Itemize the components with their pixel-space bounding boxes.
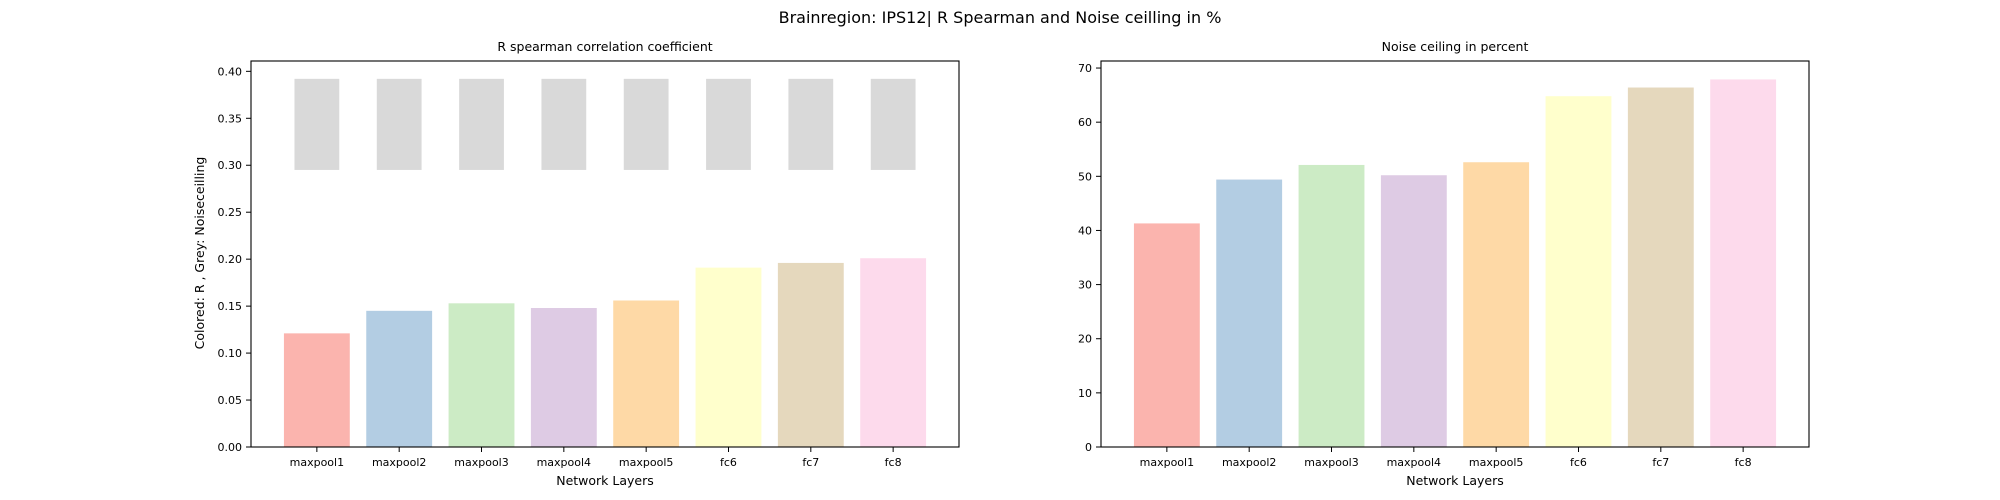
nc-y-tick-label: 60 [1078,116,1092,129]
panel-r-spearman: R spearman correlation coefficient Netwo… [192,39,960,488]
r-x-tick-label-maxpool5: maxpool5 [619,456,673,469]
r-y-tick-label: 0.20 [218,253,243,266]
nc-x-tick-label-fc8: fc8 [1735,456,1752,469]
r-x-tick-label-fc7: fc7 [802,456,819,469]
noise-ceiling-band-fc8 [870,78,916,170]
r-y-tick-label: 0.30 [218,159,243,172]
panel-title-r-spearman: R spearman correlation coefficient [497,39,712,54]
r-y-tick-label: 0.25 [218,206,243,219]
nc-x-tick-label-maxpool5: maxpool5 [1469,456,1523,469]
r-x-tick-label-maxpool3: maxpool3 [454,456,508,469]
nc-bar-maxpool4 [1380,175,1447,448]
nc-x-tick-label-fc6: fc6 [1570,456,1587,469]
noise-ceiling-band-maxpool5 [623,78,669,170]
r-bar-fc7 [777,262,844,447]
r-bar-maxpool4 [530,308,597,447]
r-y-tick-label: 0.40 [218,65,243,78]
nc-y-tick-label: 30 [1078,279,1092,292]
nc-y-tick-label: 70 [1078,62,1092,75]
nc-y-tick-label: 10 [1078,387,1092,400]
x-axis-label-noise-ceiling: Network Layers [1406,473,1504,488]
nc-axes-frame [1100,60,1810,448]
r-x-tick-label-fc8: fc8 [885,456,902,469]
nc-y-tick-label: 0 [1085,441,1092,454]
r-bar-maxpool3 [448,303,515,447]
nc-x-tick-label-maxpool2: maxpool2 [1222,456,1276,469]
r-y-tick-label: 0.05 [218,394,243,407]
r-x-tick-label-maxpool2: maxpool2 [372,456,426,469]
r-axes-frame [250,60,960,448]
nc-bar-fc7 [1627,87,1694,447]
x-axis-label-r-spearman: Network Layers [556,473,654,488]
nc-y-tick-label: 20 [1078,333,1092,346]
r-bar-fc6 [695,267,762,447]
r-bar-maxpool1 [283,333,350,447]
noise-ceiling-band-maxpool3 [459,78,504,170]
nc-bar-maxpool1 [1133,223,1200,447]
noise-ceiling-band-fc7 [788,78,834,170]
r-bar-maxpool2 [366,310,433,447]
nc-bar-maxpool5 [1463,162,1530,448]
nc-bar-maxpool3 [1298,164,1365,447]
noise-ceiling-band-fc6 [706,78,751,170]
nc-y-tick-label: 50 [1078,170,1092,183]
r-x-tick-label-fc6: fc6 [720,456,737,469]
noise-ceiling-band-maxpool1 [294,78,340,170]
r-y-tick-label: 0.35 [218,112,243,125]
nc-bar-fc8 [1710,79,1777,447]
nc-x-tick-label-maxpool3: maxpool3 [1304,456,1358,469]
r-bar-fc8 [860,258,927,447]
noise-ceiling-band-maxpool4 [541,78,587,170]
y-axis-label-r-spearman: Colored: R , Grey: Noiseceilling [192,157,207,350]
nc-x-tick-label-maxpool4: maxpool4 [1387,456,1441,469]
r-bar-maxpool5 [613,300,680,447]
r-y-tick-label: 0.00 [218,441,243,454]
nc-bar-fc6 [1545,96,1612,447]
nc-y-tick-label: 40 [1078,224,1092,237]
r-y-tick-label: 0.10 [218,347,243,360]
r-y-tick-label: 0.15 [218,300,243,313]
panel-noise-ceiling: Noise ceiling in percent Network Layers … [1078,39,1810,488]
r-x-tick-label-maxpool4: maxpool4 [537,456,591,469]
nc-x-tick-label-maxpool1: maxpool1 [1140,456,1194,469]
panel-title-noise-ceiling: Noise ceiling in percent [1382,39,1529,54]
r-x-tick-label-maxpool1: maxpool1 [290,456,344,469]
nc-bar-maxpool2 [1216,179,1283,447]
nc-x-tick-label-fc7: fc7 [1652,456,1669,469]
figure-title: Brainregion: IPS12| R Spearman and Noise… [779,8,1222,27]
noise-ceiling-band-maxpool2 [376,78,422,170]
